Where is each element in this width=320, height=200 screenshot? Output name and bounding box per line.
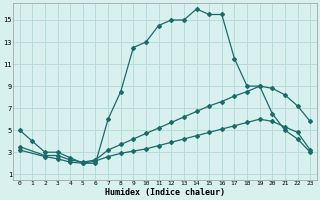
X-axis label: Humidex (Indice chaleur): Humidex (Indice chaleur) [105, 188, 225, 197]
